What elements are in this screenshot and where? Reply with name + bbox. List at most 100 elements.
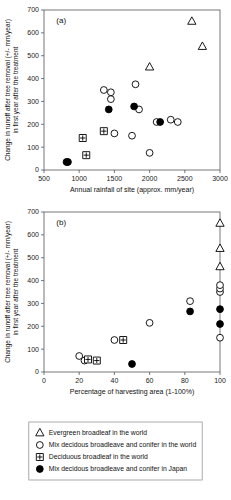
- y-tick: [41, 372, 44, 373]
- y-tick: [41, 170, 44, 171]
- plot-frame: [44, 212, 220, 372]
- point: [187, 298, 194, 305]
- x-axis-label: Annual rainfall of site (approx. mm/year…: [70, 186, 194, 194]
- x-tick-label: 1000: [71, 175, 87, 182]
- x-tick-label: 500: [38, 175, 50, 182]
- plot-0: 5001000150020002500300001002003004005006…: [4, 6, 228, 194]
- y-axis-label-line: in first year after the treatment: [12, 46, 20, 133]
- y-axis-label-line: Change in runoff after tree removal (+/-…: [4, 19, 12, 161]
- y-tick: [41, 32, 44, 33]
- marks: [63, 17, 206, 166]
- y-tick: [41, 124, 44, 125]
- x-tick-label: 2500: [177, 175, 193, 182]
- x-tick: [44, 372, 45, 375]
- series-0: [145, 17, 206, 70]
- x-tick: [184, 372, 185, 375]
- legend: Evergreen broadleaf in the worldMix deci…: [29, 422, 202, 480]
- legend-marker: [36, 466, 43, 473]
- series-2: [79, 128, 107, 159]
- point: [198, 42, 206, 49]
- y-tick: [41, 10, 44, 11]
- point: [216, 219, 224, 226]
- y-tick: [41, 212, 44, 213]
- legend-marker: [36, 442, 43, 449]
- legend-marker: [36, 428, 44, 435]
- plot-frame: [44, 10, 220, 170]
- y-tick-label: 700: [27, 208, 39, 215]
- x-tick: [44, 170, 45, 173]
- y-tick: [41, 55, 44, 56]
- series-3: [63, 103, 163, 165]
- point: [216, 244, 224, 251]
- x-tick-label: 60: [146, 377, 154, 384]
- y-tick: [41, 101, 44, 102]
- figure: 5001000150020002500300001002003004005006…: [0, 0, 231, 500]
- series-3: [129, 306, 224, 368]
- point: [188, 17, 196, 24]
- x-tick: [149, 170, 150, 173]
- x-tick-label: 80: [181, 377, 189, 384]
- point: [217, 321, 224, 328]
- x-tick: [114, 170, 115, 173]
- point: [131, 103, 138, 110]
- y-tick-label: 500: [27, 52, 39, 59]
- y-tick-label: 400: [27, 75, 39, 82]
- x-axis-label: Percentage of harvesting area (1-100%): [70, 388, 195, 396]
- point: [83, 152, 90, 159]
- x-tick-label: 100: [214, 377, 226, 384]
- x-tick: [114, 372, 115, 375]
- point: [100, 87, 107, 94]
- marks: [76, 219, 224, 368]
- y-tick-label: 600: [27, 29, 39, 36]
- y-tick-label: 300: [27, 300, 39, 307]
- y-tick-label: 700: [27, 6, 39, 13]
- point: [93, 357, 100, 364]
- y-tick: [41, 326, 44, 327]
- y-tick-label: 0: [35, 368, 39, 375]
- point: [145, 63, 153, 70]
- point: [217, 282, 224, 289]
- point: [216, 262, 224, 269]
- background: [0, 0, 231, 500]
- y-tick: [41, 78, 44, 79]
- y-tick: [41, 280, 44, 281]
- x-tick: [149, 372, 150, 375]
- y-tick-label: 100: [27, 346, 39, 353]
- x-tick-label: 2000: [142, 175, 158, 182]
- point: [65, 159, 72, 166]
- x-tick: [184, 170, 185, 173]
- point: [167, 116, 174, 123]
- y-axis-label-line: Change in runoff after tree removal (+/-…: [4, 221, 12, 363]
- x-tick-label: 1500: [107, 175, 123, 182]
- legend-label: Deciduous broadleaf in the world: [49, 453, 148, 460]
- y-tick-label: 400: [27, 277, 39, 284]
- point: [146, 319, 153, 326]
- y-tick-label: 100: [27, 144, 39, 151]
- annotation: (b): [56, 218, 66, 227]
- point: [129, 361, 136, 368]
- point: [79, 135, 86, 142]
- y-tick-label: 200: [27, 323, 39, 330]
- x-tick: [79, 372, 80, 375]
- series-0: [216, 219, 224, 270]
- series-1: [76, 282, 224, 364]
- y-tick-label: 300: [27, 98, 39, 105]
- x-tick-label: 0: [42, 377, 46, 384]
- x-tick: [220, 372, 221, 375]
- point: [105, 106, 112, 113]
- point: [187, 308, 194, 315]
- x-tick-label: 3000: [212, 175, 228, 182]
- point: [217, 334, 224, 341]
- x-tick: [220, 170, 221, 173]
- annotation: (a): [56, 16, 66, 25]
- x-tick: [79, 170, 80, 173]
- point: [120, 337, 127, 344]
- point: [107, 89, 114, 96]
- legend-label: Evergreen broadleaf in the world: [49, 429, 147, 437]
- y-tick: [41, 234, 44, 235]
- point: [111, 130, 118, 137]
- point: [85, 356, 92, 363]
- y-tick: [41, 349, 44, 350]
- y-tick: [41, 257, 44, 258]
- y-tick-label: 500: [27, 254, 39, 261]
